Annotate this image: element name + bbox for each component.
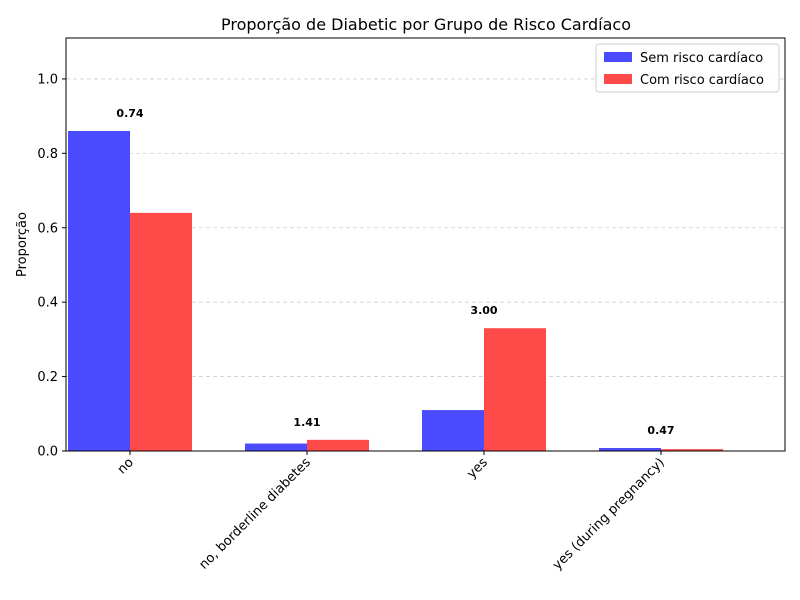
ratio-label: 1.41 bbox=[293, 416, 320, 429]
bar-sem-risco-0 bbox=[68, 131, 130, 452]
x-tick-label: yes (during pregnancy) bbox=[550, 455, 668, 573]
legend-swatch bbox=[604, 74, 632, 84]
y-tick-label: 0.2 bbox=[37, 370, 58, 385]
legend-label: Com risco cardíaco bbox=[640, 73, 764, 88]
bar-sem-risco-1 bbox=[245, 443, 307, 451]
y-tick-label: 0.0 bbox=[37, 445, 58, 460]
x-tick-label: no bbox=[115, 455, 137, 477]
legend-box bbox=[595, 43, 780, 93]
y-tick-label: 0.4 bbox=[37, 296, 58, 311]
ratio-annotations: 0.74 1.41 3.00 0.47 bbox=[116, 107, 674, 437]
bar-com-risco-1 bbox=[307, 439, 369, 451]
legend-label: Sem risco cardíaco bbox=[640, 51, 763, 66]
x-tick-label: yes bbox=[464, 455, 491, 482]
chart-title: Proporção de Diabetic por Grupo de Risco… bbox=[221, 15, 631, 34]
bar-sem-risco-2 bbox=[422, 410, 484, 451]
bar-sem-risco-3 bbox=[599, 448, 661, 451]
bars bbox=[68, 131, 723, 452]
y-tick-label: 1.0 bbox=[37, 72, 58, 87]
y-tick-label: 0.6 bbox=[37, 221, 58, 236]
y-tick-label: 0.8 bbox=[37, 147, 58, 162]
bar-com-risco-0 bbox=[130, 212, 192, 451]
y-ticks: 0.0 0.2 0.4 0.6 0.8 1.0 bbox=[37, 72, 66, 460]
bar-com-risco-3 bbox=[661, 449, 723, 451]
ratio-label: 0.47 bbox=[647, 424, 674, 437]
x-ticks: no no, borderline diabetes yes yes (during … bbox=[115, 451, 668, 573]
x-tick-label: no, borderline diabetes bbox=[197, 455, 314, 572]
plot-frame bbox=[65, 37, 786, 452]
y-axis-label: Proporção bbox=[15, 212, 30, 277]
ratio-label: 0.74 bbox=[116, 107, 143, 120]
legend: Sem risco cardíaco Com risco cardíaco bbox=[595, 43, 780, 93]
legend-swatch bbox=[604, 52, 632, 62]
bar-com-risco-2 bbox=[484, 328, 546, 451]
ratio-label: 3.00 bbox=[470, 304, 497, 317]
